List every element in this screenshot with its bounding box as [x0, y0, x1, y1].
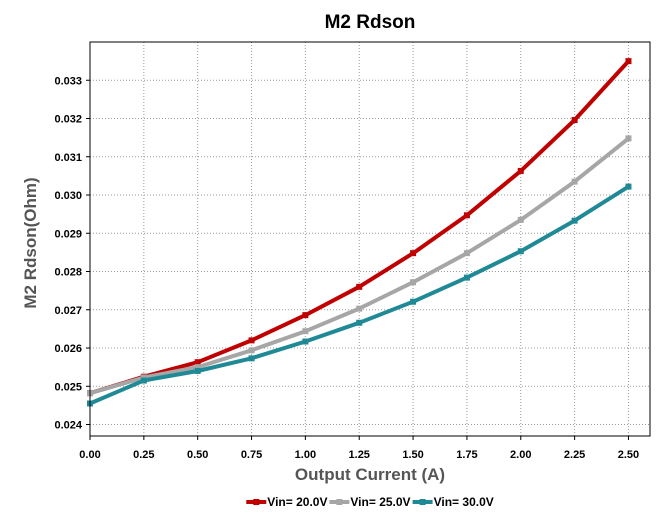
- data-point: [356, 319, 363, 326]
- y-tick-label: 0.028: [54, 267, 82, 279]
- legend-swatch: [329, 499, 350, 505]
- data-point: [463, 250, 470, 257]
- data-point: [571, 217, 578, 224]
- data-point: [517, 216, 524, 223]
- data-point: [625, 183, 632, 190]
- x-tick-label: 2.25: [564, 449, 585, 461]
- x-tick-label: 2.00: [510, 449, 531, 461]
- series-1: [87, 58, 632, 397]
- data-point: [302, 338, 309, 345]
- legend-label: Vin= 25.0V: [350, 495, 410, 509]
- data-point: [517, 167, 524, 174]
- y-tick-label: 0.029: [54, 228, 82, 240]
- data-point: [410, 250, 417, 257]
- data-point: [625, 135, 632, 142]
- data-point: [571, 117, 578, 124]
- y-tick-label: 0.032: [54, 114, 82, 126]
- y-tick-label: 0.030: [54, 190, 82, 202]
- data-point: [194, 359, 201, 366]
- y-tick-label: 0.033: [54, 75, 82, 87]
- data-point: [140, 377, 147, 384]
- legend-label: Vin= 30.0V: [434, 495, 494, 509]
- plot-frame: [89, 41, 651, 437]
- data-point: [302, 328, 309, 335]
- y-tick-label: 0.024: [54, 420, 82, 432]
- x-tick-label: 0.25: [133, 449, 154, 461]
- data-point: [356, 283, 363, 290]
- y-tick-label: 0.025: [54, 381, 82, 393]
- data-point: [248, 355, 255, 362]
- data-point: [302, 312, 309, 319]
- series-line: [88, 59, 631, 396]
- x-tick-label: 1.00: [295, 449, 316, 461]
- x-tick-label: 1.25: [349, 449, 370, 461]
- data-point: [625, 58, 632, 65]
- legend-item: Vin= 20.0V: [246, 495, 327, 509]
- data-point: [410, 279, 417, 286]
- data-point: [571, 178, 578, 185]
- x-tick-label: 0.50: [187, 449, 208, 461]
- x-axis-title: Output Current (A): [295, 465, 445, 484]
- legend-label: Vin= 20.0V: [267, 495, 327, 509]
- data-point: [463, 212, 470, 219]
- legend-swatch: [246, 499, 267, 505]
- data-point: [248, 347, 255, 354]
- x-axis-ticks: 0.00 0.25 0.50 0.75 1.00 1.25 1.50 1.75 2.00 2.25…: [79, 436, 639, 461]
- legend-item: Vin= 30.0V: [412, 495, 494, 509]
- x-tick-label: 1.50: [402, 449, 423, 461]
- legend-item: Vin= 25.0V: [329, 495, 411, 509]
- x-tick-label: 2.50: [618, 449, 639, 461]
- y-tick-label: 0.027: [54, 305, 82, 317]
- y-tick-label: 0.026: [54, 343, 82, 355]
- legend-swatch: [412, 499, 433, 505]
- y-axis-title: M2 Rdson(Ohm): [21, 177, 40, 308]
- data-point: [356, 305, 363, 312]
- data-point: [463, 274, 470, 281]
- data-point: [194, 364, 201, 371]
- data-point: [248, 337, 255, 344]
- grid-lines: [89, 42, 650, 436]
- legend: Vin= 20.0V Vin= 25.0V Vin= 30.0V: [246, 495, 494, 509]
- legend-swatch-marker: [253, 499, 260, 505]
- y-tick-label: 0.031: [54, 152, 82, 164]
- x-tick-label: 0.00: [79, 449, 100, 461]
- data-point: [194, 367, 201, 374]
- y-axis-ticks: 0.024 0.025 0.026 0.027 0.028 0.029 0.030 0.031…: [54, 75, 90, 432]
- x-tick-label: 1.75: [456, 449, 477, 461]
- legend-swatch-marker: [419, 499, 426, 505]
- data-point: [410, 298, 417, 305]
- series-3: [87, 183, 632, 407]
- data-point: [517, 248, 524, 255]
- data-point: [140, 374, 147, 381]
- legend-swatch-marker: [336, 499, 343, 505]
- chart-title: M2 Rdson: [325, 12, 416, 33]
- x-tick-label: 0.75: [241, 449, 262, 461]
